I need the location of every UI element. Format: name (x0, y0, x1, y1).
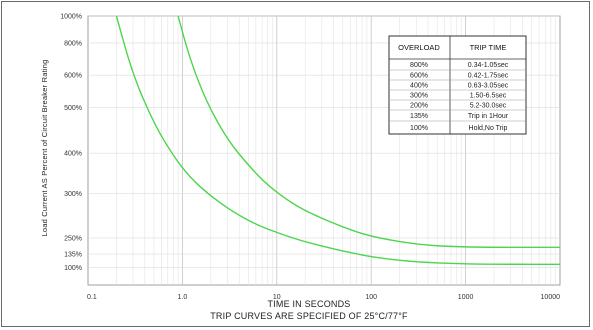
trip-curves (115, 15, 560, 265)
y-tick-labels: 1000% 800% 600% 500% 400% 300% 250% 135% 100% (60, 14, 82, 273)
table-cell-overload: 400% (410, 83, 428, 90)
x-axis-label: TIME IN SECONDS (267, 299, 350, 309)
table-cell-overload: 300% (410, 93, 428, 100)
table-cell-overload: 135% (410, 113, 428, 120)
y-tick-label: 300% (64, 191, 82, 198)
table-cell-trip-time: 1.50-6.5sec (470, 93, 507, 100)
x-tick-label: 1.0 (178, 294, 188, 301)
table-cell-trip-time: 5.2-30.0sec (470, 103, 507, 110)
table-cell-overload: 800% (410, 62, 428, 69)
grid (88, 15, 560, 285)
x-tick-label: 100 (365, 294, 377, 301)
x-tick-labels: 0.1 1.0 10 100 1000 10000 (87, 294, 560, 301)
table-header-trip-time: TRIP TIME (470, 43, 507, 52)
y-tick-label: 600% (64, 73, 82, 80)
y-tick-label: 400% (64, 151, 82, 158)
table-cell-trip-time: Trip in 1Hour (468, 113, 509, 120)
trip-time-table: OVERLOAD TRIP TIME 800% 0.34-1.05sec 600… (388, 35, 527, 135)
table-cell-overload: 100% (410, 125, 428, 132)
y-tick-label: 100% (64, 265, 82, 272)
min-trip-curve (115, 15, 560, 265)
table-cell-trip-time: 0.34-1.05sec (468, 62, 509, 69)
max-trip-curve (177, 15, 560, 248)
y-tick-label: 1000% (60, 14, 82, 21)
x-tick-label: 0.1 (87, 294, 97, 301)
y-tick-label: 500% (64, 105, 82, 112)
y-tick-label: 135% (64, 252, 82, 259)
table-cell-trip-time: Hold,No Trip (469, 125, 508, 132)
table-cell-overload: 200% (410, 103, 428, 110)
table-cell-trip-time: 0.42-1.75sec (468, 73, 509, 80)
table-header-overload: OVERLOAD (398, 43, 440, 52)
x-tick-label: 10000 (541, 294, 561, 301)
chart-subtitle: TRIP CURVES ARE SPECIFIED OF 25°C/77°F (210, 311, 408, 321)
x-tick-label: 1000 (458, 294, 474, 301)
table-cell-trip-time: 0.63-3.05sec (468, 83, 509, 90)
y-axis-label: Load Current AS Percent of Circuit Break… (40, 60, 49, 237)
table-cell-overload: 600% (410, 73, 428, 80)
y-tick-label: 800% (64, 40, 82, 47)
x-tick-label: 10 (273, 294, 281, 301)
y-tick-label: 250% (64, 235, 82, 242)
